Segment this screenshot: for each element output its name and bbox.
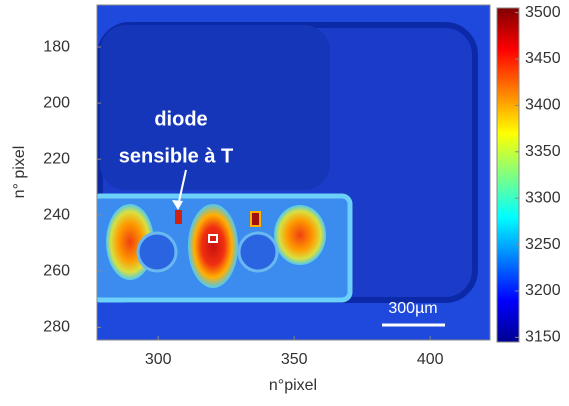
colorbar [496, 7, 520, 343]
thermal-image [97, 5, 490, 340]
x-tick-label: 350 [281, 351, 308, 368]
y-tick-label: 260 [43, 263, 70, 280]
y-tick-label: 240 [43, 206, 70, 223]
y-tick-label: 220 [43, 150, 70, 167]
colorbar-tick-label: 3450 [525, 50, 561, 67]
x-tick-label: 300 [145, 351, 172, 368]
colorbar-tick-label: 3300 [525, 189, 561, 206]
scale-bar-label: 300µm [388, 300, 437, 317]
x-tick-label: 400 [417, 351, 444, 368]
y-tick-label: 200 [43, 94, 70, 111]
annotation: sensible à T [119, 145, 234, 167]
colorbar-tick-label: 3150 [525, 329, 561, 346]
y-tick-label: 180 [43, 38, 70, 55]
colorbar-tick-label: 3400 [525, 97, 561, 114]
colorbar-tick-label: 3200 [525, 282, 561, 299]
colorbar-tick-label: 3500 [525, 4, 561, 21]
colorbar-tick-label: 3250 [525, 236, 561, 253]
x-axis-label: n°pixel [269, 377, 317, 394]
y-tick-label: 280 [43, 319, 70, 336]
plot-frame [96, 4, 491, 341]
annotation: diode [154, 108, 207, 130]
y-axis-label: n° pixel [11, 146, 28, 199]
colorbar-tick-label: 3350 [525, 143, 561, 160]
